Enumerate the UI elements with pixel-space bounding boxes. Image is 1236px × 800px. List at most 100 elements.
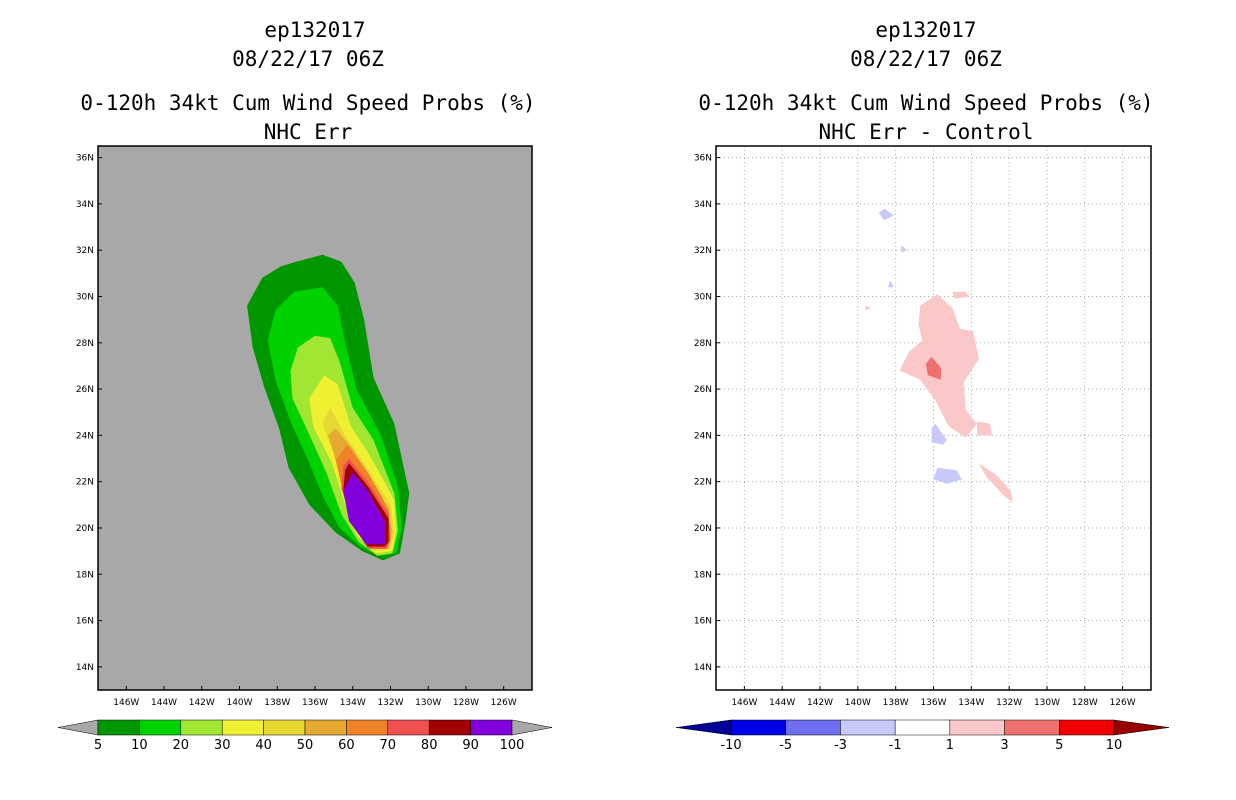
left-y-tick-label: 30N — [76, 292, 94, 302]
left-x-tick-label: 126W — [491, 698, 517, 708]
right-contour-neg1 — [878, 208, 894, 221]
left-colorbar-label: 70 — [380, 738, 397, 753]
right-y-tick-label: 18N — [694, 570, 712, 580]
left-y-tick-label: 18N — [76, 570, 94, 580]
right-contour-neg1 — [931, 423, 947, 445]
right-colorbar: -10 -5 -3 -1 1 3 5 10 — [675, 719, 1170, 753]
left-colorbar-label: 10 — [131, 738, 148, 753]
left-x-tick-label: 136W — [302, 698, 328, 708]
right-colorbar-label: -3 — [834, 738, 847, 753]
right-y-tick-label: 16N — [694, 617, 712, 627]
right-colorbar-label: 3 — [1000, 738, 1008, 753]
right-x-axis: 146W 144W 142W 140W 138W 136W 134W 132W 130W 128W… — [731, 686, 1136, 708]
right-contour-1 — [978, 463, 1013, 503]
left-y-tick-label: 36N — [76, 154, 94, 164]
right-colorbar-label: -5 — [779, 738, 792, 753]
left-y-tick-label: 34N — [76, 200, 94, 210]
right-subtitle: NHC Err - Control — [819, 120, 1034, 144]
left-colorbar: 5 10 20 30 40 50 60 70 80 90 100 — [57, 719, 553, 753]
right-contour-1 — [952, 291, 970, 299]
left-y-tick-label: 32N — [76, 246, 94, 256]
right-colorbar-label: 5 — [1055, 738, 1063, 753]
left-y-tick-label: 16N — [76, 617, 94, 627]
right-x-tick-label: 142W — [807, 698, 833, 708]
left-datetime: 08/22/17 06Z — [232, 47, 384, 71]
right-contours — [865, 208, 1013, 503]
left-y-tick-label: 22N — [76, 478, 94, 488]
right-colorbar-swatch — [894, 719, 951, 736]
right-contour-1 — [977, 421, 993, 436]
left-y-tick-label: 28N — [76, 339, 94, 349]
right-x-tick-label: 132W — [996, 698, 1022, 708]
right-x-tick-label: 138W — [883, 698, 909, 708]
left-x-tick-label: 130W — [415, 698, 441, 708]
right-colorbar-high-arrow — [1113, 719, 1170, 736]
right-y-tick-label: 26N — [694, 385, 712, 395]
left-colorbar-swatch — [221, 719, 264, 736]
right-colorbar-label: 1 — [946, 738, 954, 753]
left-colorbar-label: 20 — [173, 738, 190, 753]
right-y-tick-label: 24N — [694, 431, 712, 441]
left-colorbar-swatch — [346, 719, 389, 736]
right-colorbar-label: -10 — [720, 738, 741, 753]
left-x-tick-label: 146W — [113, 698, 139, 708]
right-x-tick-label: 140W — [845, 698, 871, 708]
left-x-tick-label: 142W — [189, 698, 215, 708]
right-panel: ep132017 08/22/17 06Z 0-120h 34kt Cum Wi… — [675, 18, 1170, 753]
right-x-tick-label: 128W — [1072, 698, 1098, 708]
left-x-tick-label: 132W — [377, 698, 403, 708]
left-subtitle: NHC Err — [264, 120, 353, 144]
left-colorbar-swatch — [263, 719, 306, 736]
right-x-tick-label: 136W — [920, 698, 946, 708]
left-colorbar-swatch — [428, 719, 471, 736]
right-storm-id: ep132017 — [875, 18, 976, 42]
left-colorbar-label: 30 — [214, 738, 231, 753]
left-colorbar-swatch — [470, 719, 513, 736]
left-colorbar-swatch — [139, 719, 182, 736]
right-y-tick-label: 36N — [694, 154, 712, 164]
right-datetime: 08/22/17 06Z — [850, 47, 1002, 71]
left-colorbar-label: 80 — [421, 738, 438, 753]
left-colorbar-label: 60 — [338, 738, 355, 753]
left-colorbar-label: 5 — [94, 738, 102, 753]
right-y-axis: 14N 16N 18N 20N 22N 24N 26N 28N 30N 32N 34N 36N — [694, 154, 720, 673]
right-contour-neg1 — [888, 280, 894, 288]
right-colorbar-label: 10 — [1106, 738, 1123, 753]
right-y-tick-label: 22N — [694, 478, 712, 488]
left-x-tick-label: 140W — [226, 698, 252, 708]
left-panel: ep132017 08/22/17 06Z 0-120h 34kt Cum Wi… — [57, 18, 553, 753]
left-y-tick-label: 26N — [76, 385, 94, 395]
left-colorbar-swatch — [180, 719, 223, 736]
right-contour-neg1 — [901, 245, 907, 253]
left-colorbar-label: 50 — [297, 738, 314, 753]
left-x-tick-label: 138W — [264, 698, 290, 708]
left-colorbar-label: 40 — [255, 738, 272, 753]
right-colorbar-swatch — [785, 719, 841, 736]
left-x-axis: 146W 144W 142W 140W 138W 136W 134W 132W 130W 128W… — [113, 686, 517, 708]
right-colorbar-swatch — [1004, 719, 1060, 736]
right-colorbar-low-arrow — [675, 719, 732, 736]
right-title: 0-120h 34kt Cum Wind Speed Probs (%) — [698, 91, 1153, 115]
left-storm-id: ep132017 — [264, 18, 365, 42]
right-x-tick-label: 130W — [1034, 698, 1060, 708]
right-contour-neg1 — [933, 467, 962, 484]
right-y-tick-label: 14N — [694, 663, 712, 673]
left-x-tick-label: 128W — [453, 698, 479, 708]
left-y-tick-label: 14N — [76, 663, 94, 673]
left-contours — [247, 254, 410, 561]
left-y-tick-label: 20N — [76, 524, 94, 534]
right-contour-3 — [925, 356, 942, 380]
right-y-tick-label: 20N — [694, 524, 712, 534]
right-colorbar-label: -1 — [889, 738, 902, 753]
right-x-tick-label: 126W — [1110, 698, 1136, 708]
left-title: 0-120h 34kt Cum Wind Speed Probs (%) — [80, 91, 535, 115]
right-colorbar-swatch — [840, 719, 896, 736]
left-colorbar-swatch — [97, 719, 140, 736]
left-colorbar-label: 100 — [500, 738, 525, 753]
left-colorbar-swatch — [304, 719, 347, 736]
right-y-tick-label: 30N — [694, 292, 712, 302]
left-colorbar-label: 90 — [462, 738, 479, 753]
right-colorbar-swatch — [949, 719, 1005, 736]
left-x-tick-label: 144W — [151, 698, 177, 708]
